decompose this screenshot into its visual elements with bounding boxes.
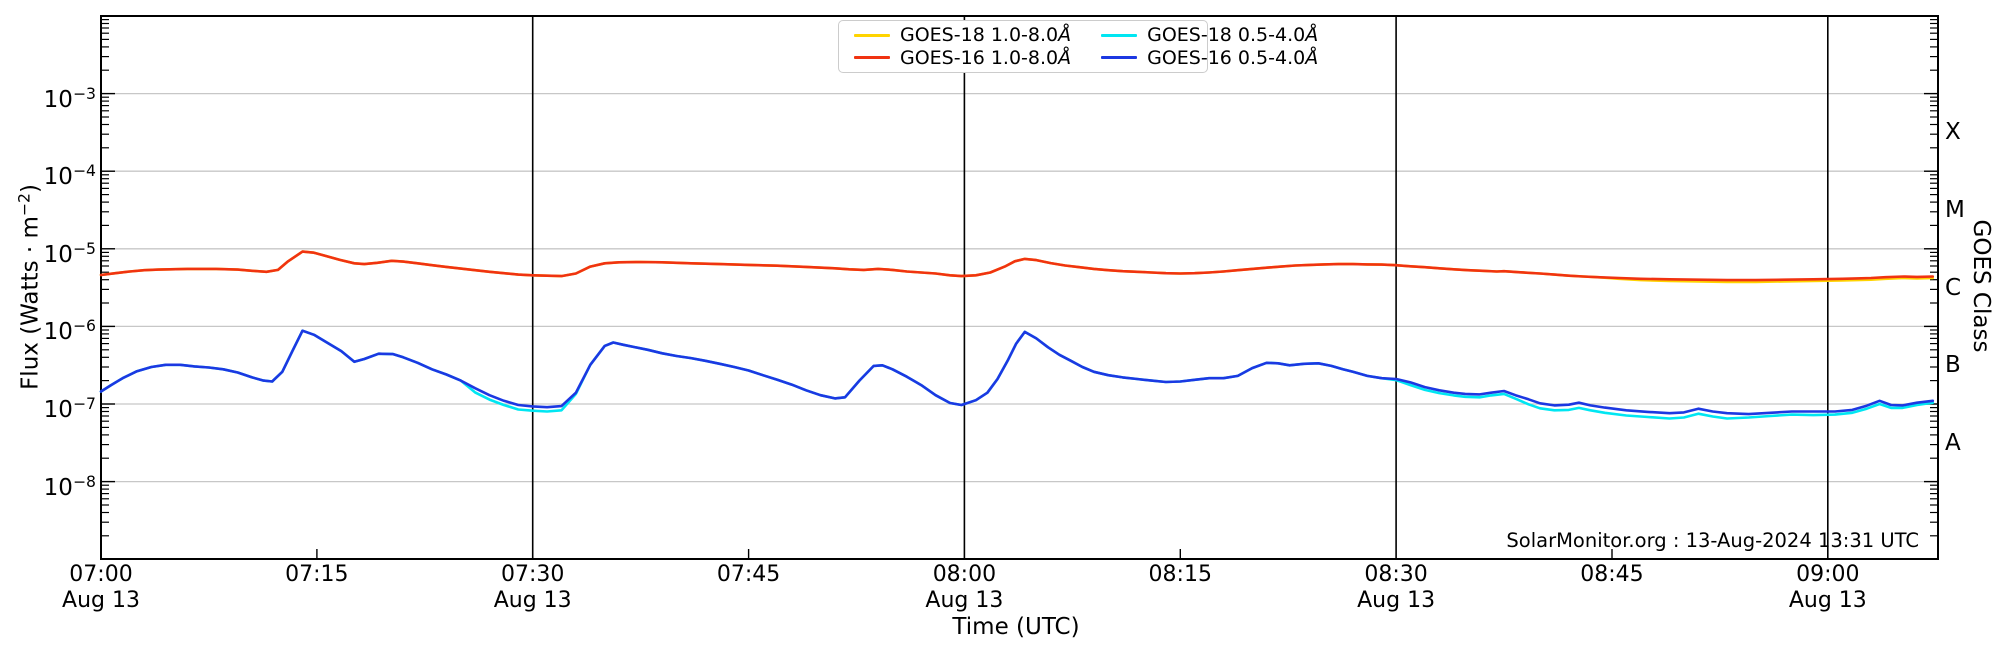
legend-swatch-goes16-short (1101, 56, 1138, 60)
series-line-goes18-long (99, 250, 1935, 284)
legend-swatch-goes18-short (1101, 33, 1138, 37)
legend-label-goes18-short: GOES-18 0.5-4.0Å (1147, 24, 1319, 47)
series-line-goes16-long (99, 250, 1935, 282)
legend-label-goes18-long: GOES-18 1.0-8.0Å (900, 24, 1072, 47)
legend-label-goes16-short: GOES-16 0.5-4.0Å (1147, 46, 1319, 69)
legend-swatch-goes18-long (854, 33, 890, 37)
angstrom-symbol: Å (1058, 24, 1072, 47)
legend-item-goes16-short: GOES-16 0.5-4.0Å (1101, 47, 1318, 69)
legend: GOES-18 1.0-8.0Å GOES-16 1.0-8.0Å GOES-18 … (838, 20, 1318, 73)
plot-frame (100, 15, 1939, 560)
legend-swatch-goes16-long (854, 56, 890, 60)
angstrom-symbol: Å (1305, 24, 1319, 47)
angstrom-symbol: Å (1058, 46, 1072, 69)
series-line-goes16-short (99, 329, 1935, 416)
legend-item-goes18-long: GOES-18 1.0-8.0Å (854, 24, 1071, 46)
legend-item-goes18-short: GOES-18 0.5-4.0Å (1101, 24, 1318, 46)
legend-item-goes16-long: GOES-16 1.0-8.0Å (854, 47, 1071, 69)
angstrom-symbol: Å (1305, 46, 1319, 69)
legend-label-goes16-long: GOES-16 1.0-8.0Å (900, 46, 1072, 69)
